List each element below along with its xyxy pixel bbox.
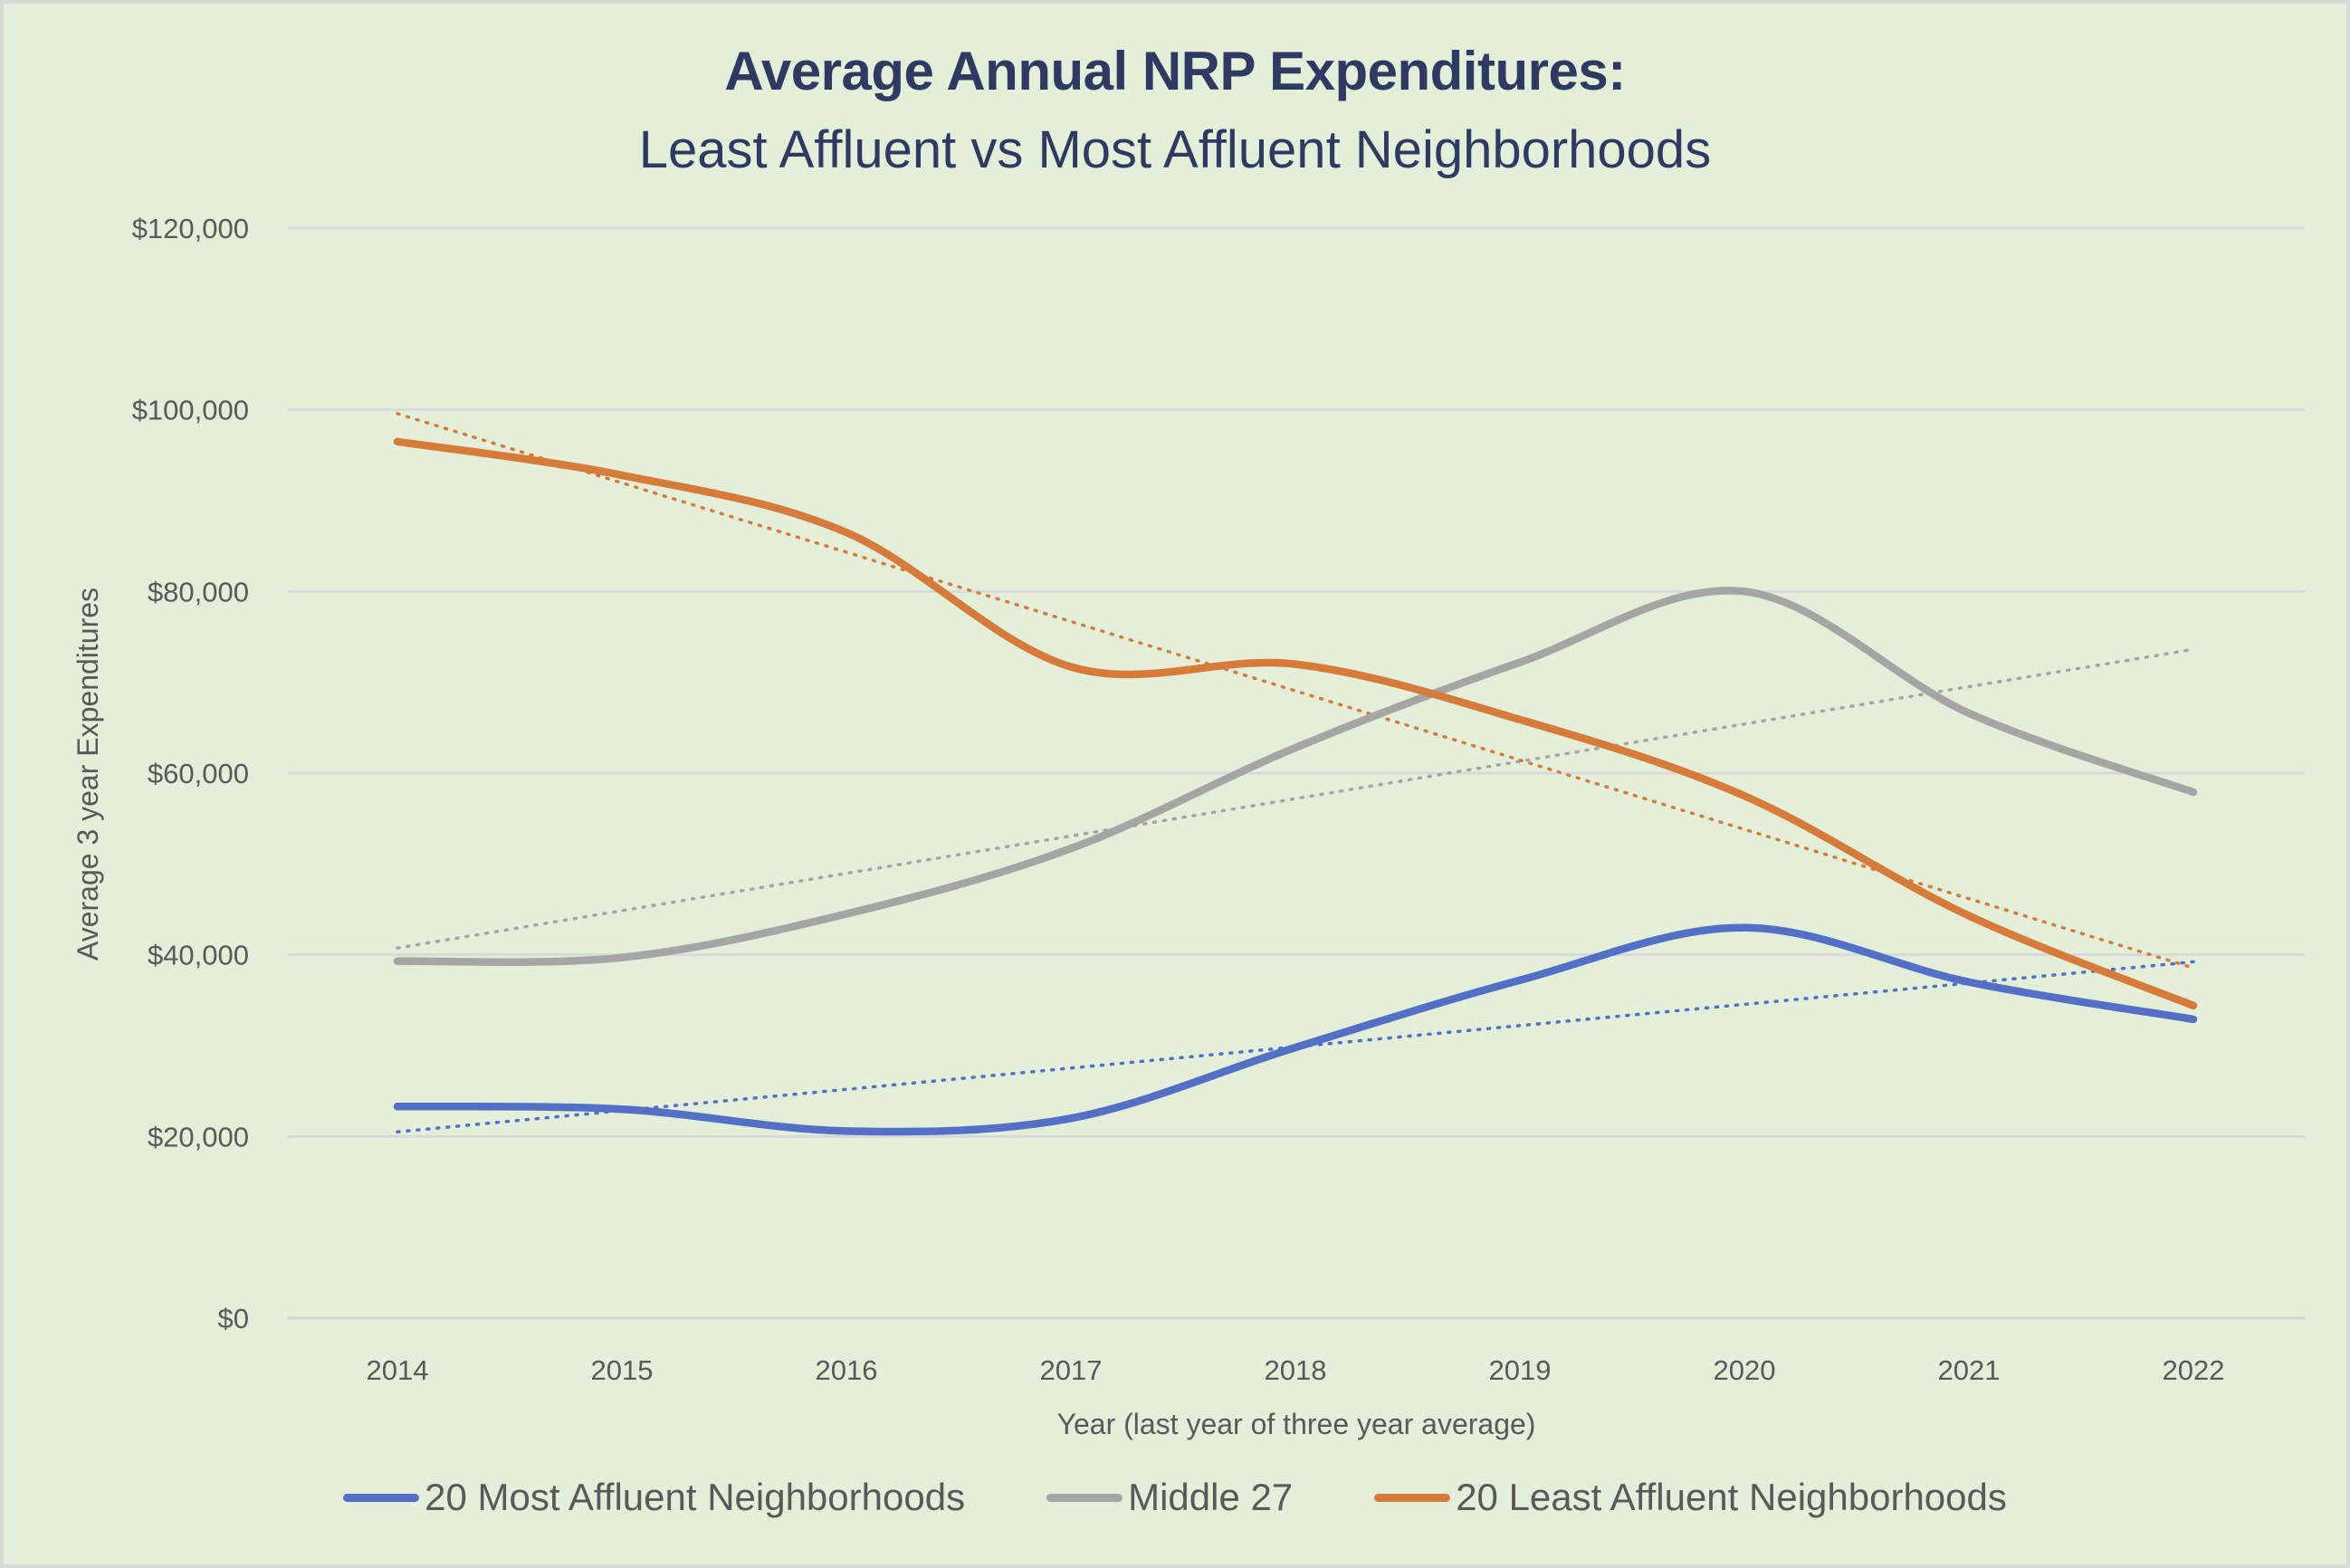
x-tick-label: 2022: [2163, 1354, 2225, 1386]
y-tick-label: $0: [218, 1303, 249, 1334]
x-tick-label: 2019: [1489, 1354, 1552, 1386]
x-tick-label: 2014: [367, 1354, 429, 1386]
trendline-0: [396, 960, 2195, 1133]
x-tick-label: 2017: [1040, 1354, 1103, 1386]
chart-subtitle: Least Affluent vs Most Affluent Neighbor…: [638, 120, 1712, 179]
chart-title: Average Annual NRP Expenditures:: [724, 41, 1626, 101]
y-tick-label: $40,000: [148, 940, 249, 971]
y-axis-title: Average 3 year Expenditures: [72, 588, 104, 961]
y-tick-label: $100,000: [132, 395, 249, 426]
trendline-1: [396, 647, 2195, 950]
x-tick-label: 2021: [1938, 1354, 2001, 1386]
legend-label: 20 Least Affluent Neighborhoods: [1456, 1476, 2007, 1518]
y-tick-label: $120,000: [132, 213, 249, 244]
legend-label: Middle 27: [1128, 1476, 1294, 1518]
x-tick-label: 2015: [591, 1354, 654, 1386]
series-line-1: [393, 587, 2198, 966]
y-tick-label: $60,000: [148, 758, 249, 789]
y-axis-ticks: $0 $20,000 $40,000 $60,000 $80,000 $100,000 $1…: [132, 213, 249, 1334]
legend-label: 20 Most Affluent Neighborhoods: [425, 1476, 966, 1518]
legend-item-least-affluent[interactable]: 20 Least Affluent Neighborhoods: [1374, 1476, 2007, 1519]
series-lines: [393, 437, 2198, 1136]
x-axis-ticks: 2014 2015 2016 2017 2018 2019 2020 2021 2022: [367, 1354, 2225, 1386]
x-tick-label: 2020: [1714, 1354, 1776, 1386]
series-line-0: [393, 923, 2198, 1136]
y-tick-label: $20,000: [148, 1121, 249, 1152]
gridlines: [288, 226, 2305, 1320]
legend: 20 Most Affluent Neighborhoods Middle 27…: [0, 1476, 2350, 1519]
series-line-2: [393, 437, 2198, 1010]
x-axis-title: Year (last year of three year average): [1057, 1408, 1536, 1440]
legend-swatch-middle-27: [1046, 1493, 1123, 1502]
legend-swatch-least-affluent: [1374, 1493, 1451, 1502]
x-tick-label: 2016: [816, 1354, 878, 1386]
y-tick-label: $80,000: [148, 576, 249, 607]
x-tick-label: 2018: [1265, 1354, 1327, 1386]
legend-swatch-most-affluent: [343, 1493, 420, 1502]
legend-item-most-affluent[interactable]: 20 Most Affluent Neighborhoods: [343, 1476, 965, 1519]
legend-item-middle-27[interactable]: Middle 27: [1046, 1476, 1293, 1519]
